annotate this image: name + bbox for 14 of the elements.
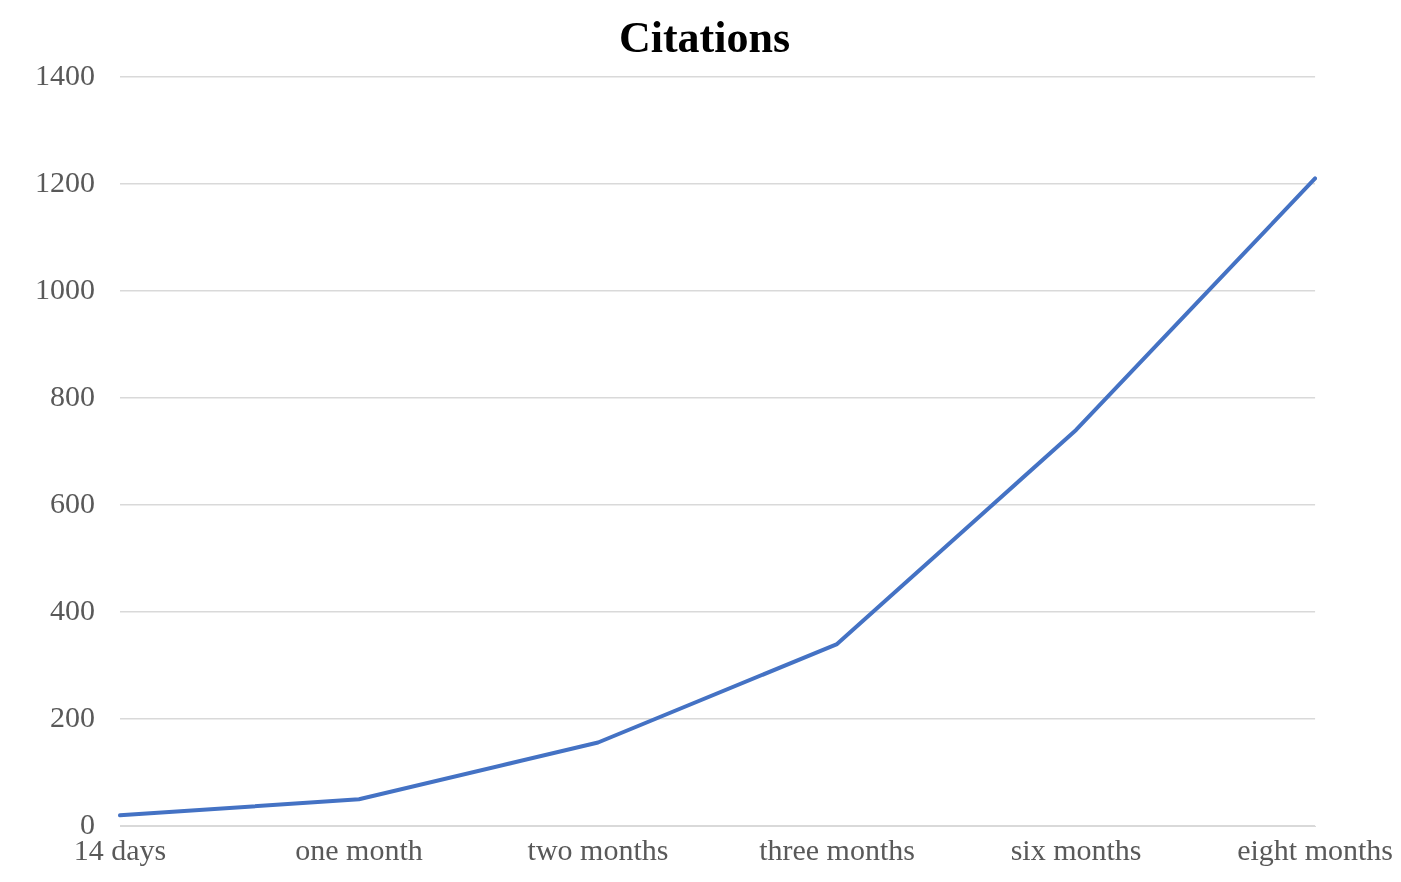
y-tick-label: 400: [50, 592, 95, 626]
y-tick-label: 1400: [35, 57, 95, 91]
y-tick-label: 1000: [35, 271, 95, 305]
y-tick-label: 200: [50, 699, 95, 733]
y-tick-label: 1200: [35, 164, 95, 198]
y-tick-label: 800: [50, 378, 95, 412]
x-tick-label: three months: [759, 832, 915, 866]
chart-title: Citations: [618, 12, 791, 62]
x-tick-label: eight months: [1237, 832, 1394, 866]
x-tick-label: two months: [527, 832, 669, 866]
x-tick-label: six months: [1010, 832, 1142, 866]
x-tick-label: one month: [295, 832, 423, 866]
y-tick-label: 0: [80, 806, 95, 840]
y-tick-label: 600: [50, 485, 95, 519]
